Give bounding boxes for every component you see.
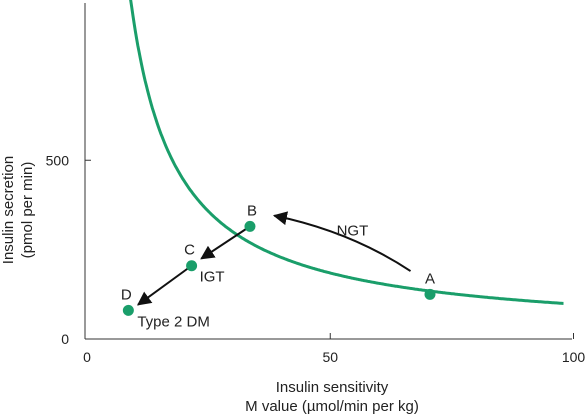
point-B <box>244 220 256 232</box>
x-axis-title-line1: Insulin sensitivity <box>276 379 389 396</box>
point-label-A: A <box>425 270 435 287</box>
y-tick-label: 0 <box>61 331 69 347</box>
point-D <box>122 304 134 316</box>
x-axis-title-line2: M value (µmol/min per kg) <box>245 398 419 415</box>
axes <box>84 3 572 340</box>
arrow-label: NGT <box>337 222 369 239</box>
transition-arrow <box>272 211 412 272</box>
point-A <box>424 288 436 300</box>
arrows: NGT <box>136 211 412 306</box>
point-label-C: C <box>184 242 195 259</box>
x-tick-label: 50 <box>322 349 338 365</box>
point-annotation-C: IGT <box>200 269 225 286</box>
point-label-D: D <box>121 286 132 303</box>
transition-arrow <box>136 266 190 306</box>
point-annotation-D: Type 2 DM <box>137 313 210 330</box>
axis-ticks: 05010005001000 <box>46 152 586 365</box>
y-axis-title-line1: Insulin secretion <box>0 156 17 264</box>
x-tick-label: 100 <box>562 349 586 365</box>
point-C <box>186 260 198 272</box>
hyperbolic-curve <box>129 0 564 305</box>
y-tick-label: 500 <box>46 152 70 168</box>
transition-arrow <box>200 225 251 260</box>
data-points: A B C D IGT Type 2 DM <box>121 202 436 330</box>
x-tick-label: 0 <box>83 349 91 365</box>
point-label-B: B <box>247 202 257 219</box>
y-axis-title-line2: (pmol per min) <box>19 162 36 259</box>
